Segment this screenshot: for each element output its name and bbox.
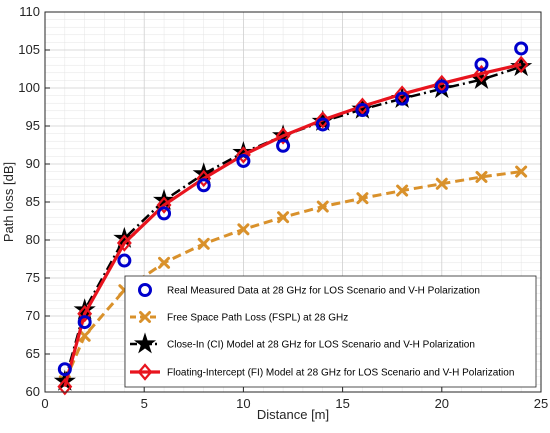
y-tick-label: 100	[18, 80, 40, 95]
y-axis-label: Path loss [dB]	[1, 162, 16, 242]
x-tick-label: 5	[141, 396, 148, 411]
y-tick-label: 105	[18, 42, 40, 57]
axis-ticks: 0 5 10 15 20 25 60 65 70 75 80 85 90 95 100 105 110	[18, 4, 548, 411]
series-0	[57, 41, 529, 377]
legend-marker	[137, 363, 153, 381]
data-point	[116, 234, 132, 252]
data-point	[276, 138, 291, 153]
legend-marker	[133, 332, 157, 354]
data-point	[235, 146, 251, 164]
data-point	[474, 64, 489, 83]
y-tick-label: 60	[26, 384, 40, 399]
legend-entry-1: Free Space Path Loss (FSPL) at 28 GHz	[130, 311, 348, 324]
legend-label: Real Measured Data at 28 GHz for LOS Sce…	[167, 286, 480, 297]
legend-marker	[138, 283, 152, 297]
y-tick-label: 80	[26, 232, 40, 247]
data-point	[515, 165, 528, 178]
y-tick-label: 110	[19, 4, 40, 19]
data-point	[356, 192, 369, 205]
series-line	[63, 62, 522, 388]
y-tick-label: 95	[26, 118, 40, 133]
series-3	[57, 55, 529, 396]
data-point	[475, 170, 488, 183]
data-point	[237, 223, 250, 236]
data-point	[236, 153, 251, 168]
legend-label: Free Space Path Loss (FSPL) at 28 GHz	[167, 313, 348, 324]
legend-entry-2: Close-In (CI) Model at 28 GHz for LOS Sc…	[130, 332, 475, 354]
x-axis-label: Distance [m]	[257, 407, 329, 422]
x-tick-label: 25	[534, 396, 548, 411]
data-point	[435, 177, 448, 190]
data-point	[275, 127, 291, 145]
y-tick-label: 65	[26, 346, 40, 361]
x-tick-label: 10	[236, 396, 250, 411]
data-point	[513, 55, 529, 74]
data-point	[434, 79, 449, 94]
legend-marker	[139, 311, 151, 323]
data-point	[77, 305, 93, 323]
data-point	[77, 315, 92, 330]
data-point	[157, 206, 172, 221]
data-point	[355, 103, 370, 118]
x-tick-label: 0	[41, 396, 48, 411]
legend: Real Measured Data at 28 GHz for LOS Sce…	[124, 275, 537, 388]
legend-entry-3: Floating-Intercept (FI) Model at 28 GHz …	[130, 363, 514, 381]
data-point	[394, 85, 410, 103]
data-point	[474, 57, 489, 72]
y-tick-label: 85	[26, 194, 40, 209]
y-tick-label: 90	[26, 156, 40, 171]
data-point	[117, 253, 132, 268]
data-point	[316, 200, 329, 213]
data-point	[514, 41, 529, 56]
data-point	[196, 178, 211, 193]
legend-label: Floating-Intercept (FI) Model at 28 GHz …	[167, 368, 514, 379]
y-tick-label: 75	[26, 270, 40, 285]
data-point	[196, 169, 212, 188]
data-point	[277, 211, 290, 224]
data-point	[158, 256, 171, 269]
data-point	[57, 362, 72, 377]
legend-label: Close-In (CI) Model at 28 GHz for LOS Sc…	[167, 340, 475, 351]
data-point	[315, 117, 330, 132]
data-point	[315, 111, 331, 129]
data-point	[78, 329, 91, 342]
x-tick-label: 15	[335, 396, 349, 411]
legend-entry-0: Real Measured Data at 28 GHz for LOS Sce…	[138, 283, 480, 297]
y-tick-label: 70	[26, 308, 40, 323]
data-point	[396, 184, 409, 197]
data-point	[197, 237, 210, 250]
x-tick-label: 20	[435, 396, 449, 411]
data-point	[354, 97, 370, 115]
data-point	[395, 91, 410, 106]
data-point	[156, 196, 172, 214]
data-point	[57, 377, 73, 396]
series-layer	[53, 41, 533, 396]
legend-box	[124, 275, 537, 388]
